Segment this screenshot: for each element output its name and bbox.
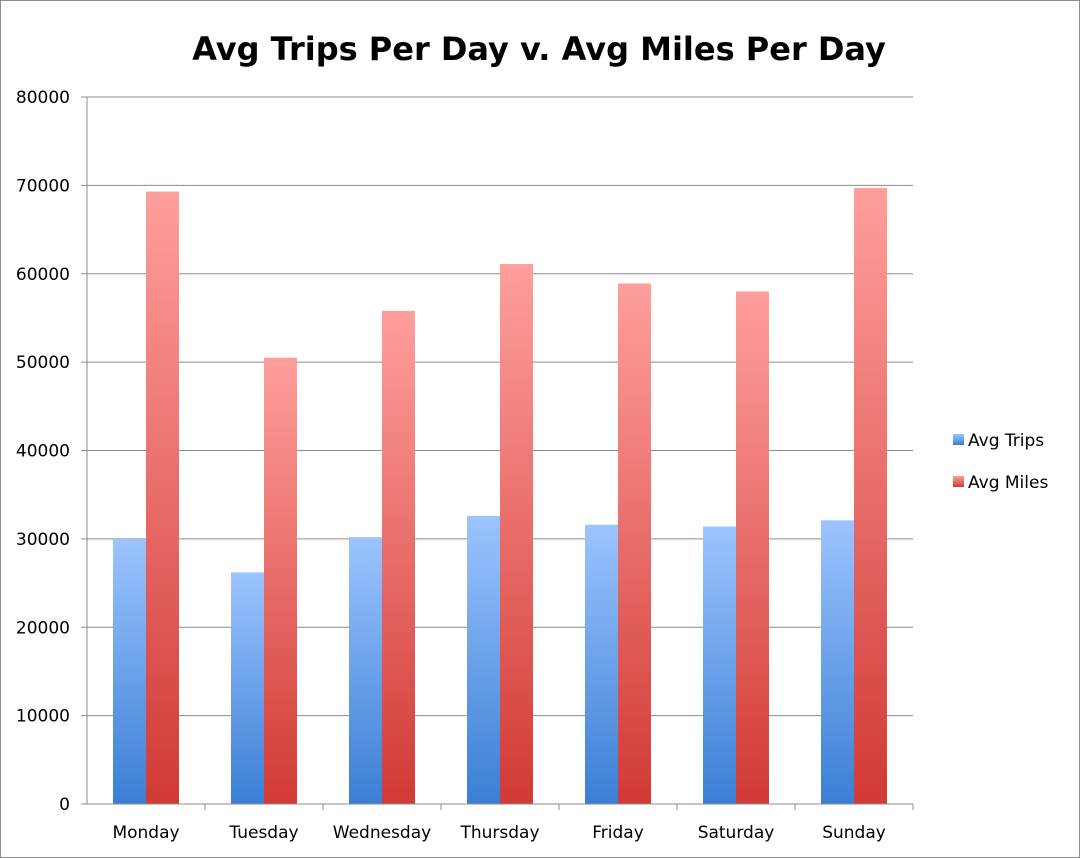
bar-thursday-miles [500, 264, 533, 804]
x-tick-label: Thursday [459, 823, 539, 843]
legend-label-trips: Avg Trips [968, 431, 1044, 451]
y-tick-label: 70000 [16, 176, 70, 196]
x-tick-label: Wednesday [333, 823, 431, 843]
x-tick-label: Friday [592, 823, 644, 843]
bar-thursday-trips [467, 515, 500, 804]
bar-tuesday-trips [231, 572, 264, 804]
bar-friday-trips [585, 524, 618, 804]
axes [86, 97, 913, 805]
chart-title: Avg Trips Per Day v. Avg Miles Per Day [192, 30, 886, 68]
y-tick-label: 20000 [16, 618, 70, 638]
bar-saturday-trips [703, 526, 736, 804]
legend-swatch-trips [953, 434, 964, 445]
y-tick-label: 40000 [16, 442, 70, 462]
y-tick-label: 10000 [16, 707, 70, 727]
bar-wednesday-trips [349, 537, 382, 804]
y-tick-label: 0 [59, 795, 70, 815]
x-tick-label: Saturday [698, 823, 775, 843]
legend-label-miles: Avg Miles [968, 473, 1048, 493]
y-tick-label: 30000 [16, 530, 70, 550]
bar-saturday-miles [736, 291, 769, 804]
x-tick-label: Sunday [822, 823, 886, 843]
bar-friday-miles [618, 283, 651, 804]
y-axis-ticks: 0 10000 20000 30000 40000 50000 60000 70000 8000… [16, 88, 87, 815]
bars [113, 188, 887, 804]
x-axis-ticks: Monday Tuesday Wednesday Thursday Friday Satu… [112, 804, 914, 843]
legend-swatch-miles [953, 476, 964, 487]
bar-sunday-trips [821, 520, 854, 804]
bar-sunday-miles [854, 188, 887, 804]
bar-tuesday-miles [264, 357, 297, 804]
y-tick-label: 60000 [16, 265, 70, 285]
x-tick-label: Monday [112, 823, 179, 843]
y-tick-label: 80000 [16, 88, 70, 108]
bar-wednesday-miles [382, 310, 415, 804]
y-tick-label: 50000 [16, 353, 70, 373]
x-tick-label: Tuesday [228, 823, 298, 843]
legend: Avg Trips Avg Miles [953, 431, 1048, 493]
bar-monday-miles [146, 191, 179, 804]
bar-monday-trips [113, 538, 146, 804]
